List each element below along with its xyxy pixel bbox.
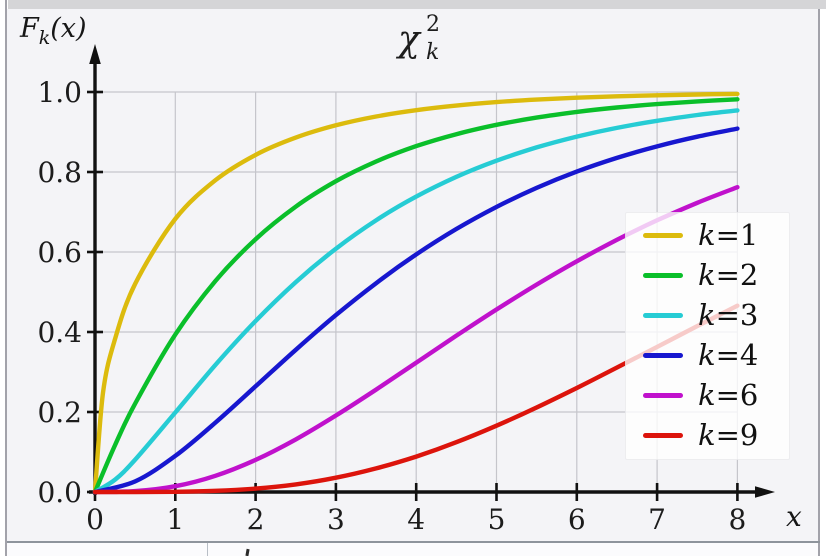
legend-label: k=3 bbox=[698, 297, 759, 332]
next-table-row-partial bbox=[7, 543, 818, 556]
y-tick-label: 0.4 bbox=[37, 316, 82, 349]
legend-swatch-k=4 bbox=[643, 352, 683, 358]
legend-row: k=2 bbox=[626, 255, 789, 295]
x-tick-label: 8 bbox=[728, 503, 747, 536]
chart-title: χ 2 k bbox=[340, 12, 500, 72]
y-tick-label: 1.0 bbox=[37, 76, 82, 109]
legend-label: k=1 bbox=[698, 217, 759, 252]
legend-swatch-k=1 bbox=[643, 232, 683, 238]
y-tick-label: 0.8 bbox=[37, 156, 82, 189]
legend-swatch-k=2 bbox=[643, 272, 683, 278]
title-subscript: k bbox=[426, 40, 440, 65]
y-tick-label: 0.6 bbox=[37, 236, 82, 269]
y-tick-label: 0.2 bbox=[37, 396, 82, 429]
x-tick-label: 6 bbox=[567, 503, 586, 536]
x-tick-label: 7 bbox=[648, 503, 666, 536]
legend-row: k=6 bbox=[626, 375, 789, 415]
y-tick-label: 0.0 bbox=[37, 476, 82, 509]
legend-label: k=2 bbox=[698, 257, 759, 292]
legend-label: k=4 bbox=[698, 337, 759, 372]
cell-border-right bbox=[818, 9, 820, 556]
previous-row-bottom-band bbox=[8, 0, 826, 9]
x-tick-label: 2 bbox=[246, 503, 265, 536]
legend-swatch-k=6 bbox=[643, 392, 683, 398]
x-tick-label: 4 bbox=[407, 503, 426, 536]
cell-border-bottom bbox=[7, 541, 820, 543]
title-superscript: 2 bbox=[426, 12, 440, 37]
legend-row: k=1 bbox=[626, 215, 789, 255]
legend-row: k=4 bbox=[626, 335, 789, 375]
legend-swatch-k=3 bbox=[643, 312, 683, 318]
legend-label: k=9 bbox=[698, 417, 759, 452]
y-axis-label: Fk(x) bbox=[20, 13, 87, 49]
y-axis-label-base: F bbox=[20, 13, 39, 44]
legend-label: k=6 bbox=[698, 377, 759, 412]
legend: k=1 k=2 k=3 k=4 k=6 k=9 bbox=[625, 212, 790, 460]
y-axis-label-rest: (x) bbox=[50, 13, 87, 44]
x-tick-label: 1 bbox=[166, 503, 185, 536]
x-tick-label: 3 bbox=[326, 503, 345, 536]
legend-row: k=9 bbox=[626, 415, 789, 455]
legend-row: k=3 bbox=[626, 295, 789, 335]
legend-swatch-k=9 bbox=[643, 432, 683, 438]
y-axis-label-sub: k bbox=[38, 27, 51, 49]
next-row-column-divider bbox=[207, 543, 208, 556]
x-tick-label: 0 bbox=[86, 503, 104, 536]
cell-border-left bbox=[5, 0, 7, 556]
x-tick-label: 5 bbox=[487, 503, 506, 536]
title-chi: χ bbox=[398, 19, 420, 60]
x-axis-label: x bbox=[786, 500, 802, 533]
